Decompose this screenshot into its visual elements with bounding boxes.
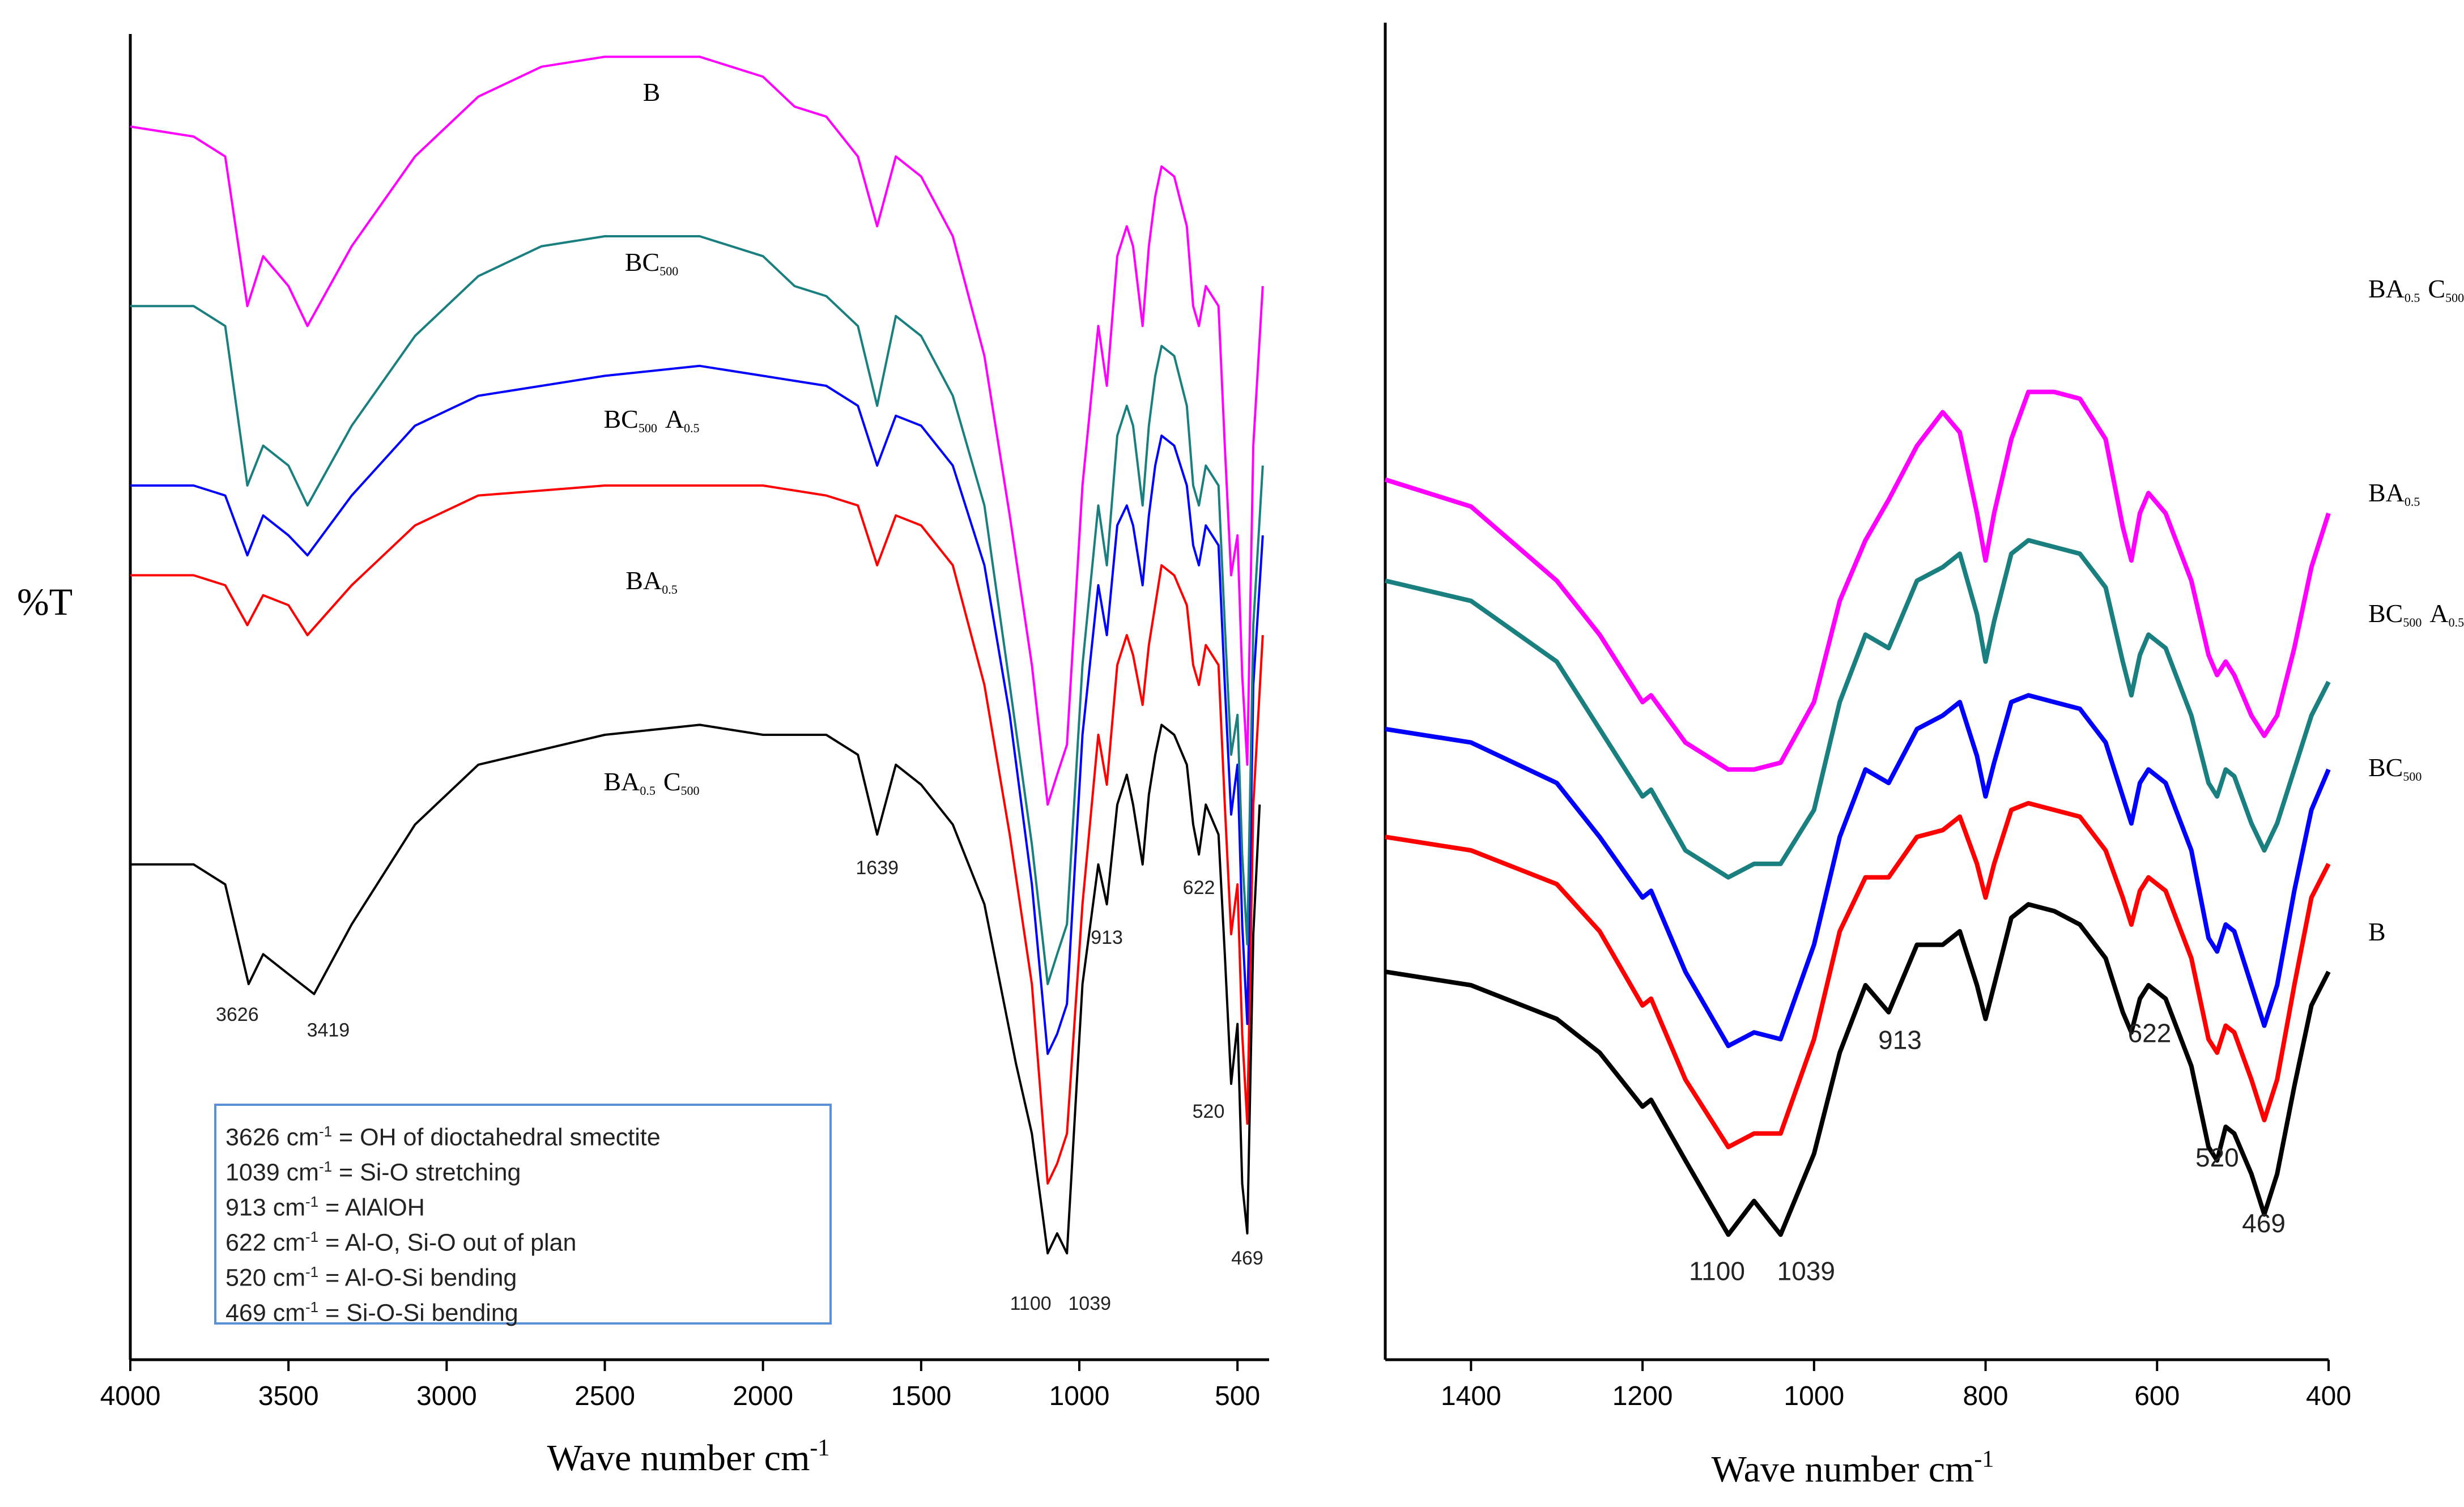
series-label-BC500: BC500 bbox=[2368, 753, 2422, 784]
x-tick-label: 400 bbox=[2306, 1381, 2351, 1411]
peak-label: 913 bbox=[1091, 927, 1123, 948]
legend-wavenumber: 913 cm bbox=[225, 1194, 306, 1221]
legend-wavenumber: 1039 cm bbox=[225, 1159, 319, 1186]
x-axis-label-exponent: -1 bbox=[810, 1435, 829, 1461]
x-tick-label: 500 bbox=[1215, 1381, 1260, 1411]
series-label-BA0.5: BA0.5 bbox=[625, 566, 677, 597]
legend-exponent: -1 bbox=[305, 1263, 319, 1280]
legend-row: 622 cm-1 = Al-O, Si-O out of plan bbox=[225, 1219, 829, 1257]
left-panel: 4000 3500 3000 2500 2000 1500 1000 500 Wave numb… bbox=[100, 34, 1269, 1479]
legend-wavenumber: 622 cm bbox=[225, 1229, 306, 1257]
x-tick-label: 2000 bbox=[733, 1381, 793, 1411]
legend-exponent: -1 bbox=[305, 1193, 319, 1210]
peak-label: 1039 bbox=[1068, 1293, 1111, 1314]
legend-wavenumber: 520 cm bbox=[225, 1264, 306, 1292]
legend-row: 913 cm-1 = AlAlOH bbox=[225, 1184, 829, 1221]
series-line-B bbox=[130, 723, 1261, 1255]
series-line-BC500A0.5 bbox=[130, 364, 1264, 1055]
x-tick-label: 1200 bbox=[1612, 1381, 1673, 1411]
series-line-BA0.5 bbox=[1385, 538, 2331, 880]
legend-row: 1039 cm-1 = Si-O stretching bbox=[225, 1149, 829, 1186]
peak-label: 1100 bbox=[1689, 1256, 1745, 1285]
series-label-B: B bbox=[2368, 917, 2386, 946]
series-line-BC500 bbox=[130, 484, 1264, 1185]
x-tick-label: 800 bbox=[1963, 1381, 2008, 1411]
series-label-BA0.5C500: BA0.5 C500 bbox=[603, 767, 699, 798]
x-tick-label: 3000 bbox=[416, 1381, 477, 1411]
peak-label: 1639 bbox=[856, 857, 899, 879]
x-axis-label: Wave number cm-1 bbox=[1712, 1446, 1994, 1490]
legend-exponent: -1 bbox=[305, 1299, 319, 1316]
legend-description: = Si-O stretching bbox=[332, 1159, 521, 1186]
x-tick-label: 1000 bbox=[1784, 1381, 1844, 1411]
series-label-B: B bbox=[643, 78, 661, 107]
peak-label: 3626 bbox=[216, 1004, 259, 1025]
x-axis-label-exponent: -1 bbox=[1974, 1446, 1994, 1472]
peak-label: 1039 bbox=[1777, 1256, 1835, 1285]
legend-description: = OH of dioctahedral smectite bbox=[332, 1123, 661, 1151]
legend-row: 520 cm-1 = Al-O-Si bending bbox=[225, 1254, 829, 1292]
peak-label: 1100 bbox=[1010, 1293, 1052, 1314]
x-tick-label: 4000 bbox=[100, 1381, 161, 1411]
legend-row: 469 cm-1 = Si-O-Si bending bbox=[225, 1289, 829, 1327]
series-label-BA0.5C500: BA0.5 C500 bbox=[2368, 274, 2464, 305]
x-axis-label: Wave number cm-1 bbox=[547, 1435, 830, 1479]
peak-label: 520 bbox=[1193, 1101, 1225, 1122]
series-label-BC500: BC500 bbox=[625, 248, 678, 278]
legend-description: = Al-O-Si bending bbox=[318, 1264, 517, 1292]
legend-exponent: -1 bbox=[305, 1228, 319, 1245]
series-line-BA0.5 bbox=[130, 235, 1264, 985]
peak-label: 520 bbox=[2195, 1143, 2239, 1172]
series-line-BC500A0.5 bbox=[1385, 693, 2331, 1049]
peak-label: 622 bbox=[1183, 877, 1215, 899]
series-line-BC500 bbox=[1385, 801, 2331, 1150]
legend-exponent: -1 bbox=[318, 1123, 333, 1140]
peak-label: 3419 bbox=[307, 1020, 350, 1041]
series-label-BA0.5: BA0.5 bbox=[2368, 478, 2420, 509]
y-axis-label: %T bbox=[17, 580, 73, 623]
peak-label: 913 bbox=[1878, 1025, 1922, 1055]
legend-description: = Al-O, Si-O out of plan bbox=[318, 1229, 577, 1257]
series-label-BC500A0.5: BC500 A0.5 bbox=[603, 405, 699, 435]
x-tick-label: 1500 bbox=[891, 1381, 951, 1411]
peak-label: 469 bbox=[2242, 1208, 2286, 1238]
legend-wavenumber: 469 cm bbox=[225, 1299, 306, 1327]
x-tick-label: 1000 bbox=[1049, 1381, 1110, 1411]
x-tick-label: 1400 bbox=[1441, 1381, 1501, 1411]
series-line-B bbox=[1385, 902, 2331, 1237]
legend-row: 3626 cm-1 = OH of dioctahedral smectite bbox=[225, 1114, 829, 1151]
legend-exponent: -1 bbox=[318, 1158, 333, 1175]
x-tick-label: 3500 bbox=[258, 1381, 319, 1411]
band-legend: 3626 cm-1 = OH of dioctahedral smectite 1… bbox=[214, 1104, 832, 1327]
x-tick-label: 600 bbox=[2134, 1381, 2180, 1411]
legend-description: = AlAlOH bbox=[318, 1194, 425, 1221]
series-line-BA0.5C500 bbox=[1384, 389, 2331, 772]
series-line-BA0.5C500 bbox=[130, 56, 1264, 806]
right-panel: 1400 1200 1000 800 600 400 Wave number cm-1 B BC… bbox=[1384, 23, 2464, 1490]
series-label-BC500A0.5: BC500 A0.5 bbox=[2368, 599, 2464, 629]
legend-description: = Si-O-Si bending bbox=[318, 1299, 518, 1327]
x-tick-label: 2500 bbox=[574, 1381, 635, 1411]
peak-label: 469 bbox=[1231, 1248, 1263, 1269]
legend-wavenumber: 3626 cm bbox=[225, 1123, 319, 1151]
peak-label: 622 bbox=[2128, 1019, 2172, 1048]
